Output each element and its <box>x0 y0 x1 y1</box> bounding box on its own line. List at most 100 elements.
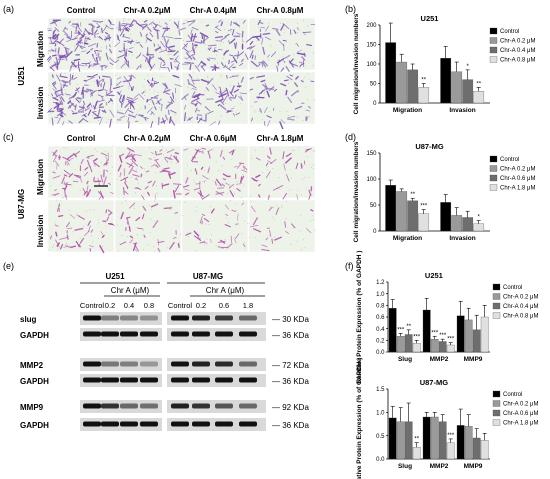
pore <box>54 222 56 224</box>
legend-label: Chr-A 0.8 μM <box>500 58 535 64</box>
treatment-label: Chr A (μM) <box>206 286 245 295</box>
cell-stain <box>66 161 69 167</box>
cell-stain <box>245 36 253 43</box>
pore <box>297 190 299 192</box>
significance-marker: *** <box>439 333 447 339</box>
bar <box>396 421 405 460</box>
cell-stain <box>219 100 225 105</box>
pore <box>255 149 257 151</box>
cell-stain <box>282 151 285 160</box>
cell-stain <box>133 19 137 23</box>
y-tick-label: 0.0 <box>376 457 385 463</box>
pore <box>155 203 157 205</box>
cell-stain <box>173 21 179 28</box>
cell-stain <box>134 248 138 252</box>
cell-stain <box>154 94 159 98</box>
pore <box>137 183 139 185</box>
cell-stain <box>249 76 254 80</box>
cell-stain <box>57 54 66 57</box>
cell-stain <box>164 114 168 121</box>
cell-stain <box>86 76 95 81</box>
cell-stain <box>119 29 125 37</box>
pore <box>305 86 307 88</box>
pore <box>155 151 157 153</box>
cell-stain <box>55 231 58 237</box>
blot-band <box>239 331 257 337</box>
cell-stain <box>132 242 137 252</box>
cell-stain <box>132 154 134 161</box>
cell-stain <box>136 227 144 230</box>
x-tick-label: Migration <box>393 235 422 242</box>
pore <box>131 235 133 237</box>
legend-label: Chr-A 0.2 μM <box>503 402 538 408</box>
cell-stain <box>126 40 131 42</box>
pore <box>120 67 122 69</box>
legend-swatch <box>489 155 498 163</box>
bar <box>385 42 397 104</box>
cell-stain <box>150 121 153 128</box>
pore <box>65 59 67 61</box>
cell-stain <box>96 36 102 39</box>
micrograph-image <box>245 17 316 74</box>
cell-stain <box>124 24 128 28</box>
pore <box>133 205 135 207</box>
cell-stain <box>66 160 70 166</box>
pore <box>201 21 203 23</box>
cell-stain <box>238 162 245 164</box>
cell-stain <box>67 100 72 105</box>
cell-stain <box>81 50 87 53</box>
cell-stain <box>197 117 203 124</box>
cell-stain <box>257 19 261 25</box>
bar <box>388 308 397 353</box>
cell-stain <box>128 50 133 53</box>
cell-stain <box>251 54 254 60</box>
micrograph-image <box>181 199 249 253</box>
pore <box>140 108 142 110</box>
cell-stain <box>234 239 237 244</box>
pore <box>236 210 238 212</box>
pore <box>66 244 68 246</box>
cell-stain <box>122 79 131 83</box>
cell-stain <box>139 44 143 48</box>
cell-stain <box>224 33 230 38</box>
cell-stain <box>78 27 82 32</box>
cell-stain <box>57 154 61 159</box>
pore <box>242 173 244 175</box>
pore <box>66 174 68 176</box>
cell-stain <box>249 50 254 59</box>
y-tick-label: 100 <box>366 62 377 68</box>
cell-stain <box>221 246 229 249</box>
cell-stain <box>165 39 170 46</box>
cell-stain <box>49 20 56 25</box>
pore <box>131 115 133 117</box>
cell-stain <box>260 79 266 83</box>
cell-stain <box>94 29 98 34</box>
pore <box>150 218 152 220</box>
pore <box>281 55 283 57</box>
pore <box>104 150 106 152</box>
legend-swatch <box>492 400 501 407</box>
pore <box>153 250 155 252</box>
cell-stain <box>280 83 287 87</box>
x-tick-label: Slug <box>398 356 412 363</box>
cell-stain <box>144 185 149 190</box>
cell-stain <box>153 28 160 32</box>
cell-stain <box>52 171 56 174</box>
cell-stain <box>265 171 271 179</box>
pore <box>190 88 192 90</box>
cell-stain <box>239 92 247 95</box>
cell-stain <box>222 95 228 103</box>
pore <box>48 249 50 251</box>
cell-stain <box>224 204 229 210</box>
cell-stain <box>63 169 71 175</box>
bar <box>438 421 447 460</box>
pore <box>149 232 151 234</box>
cell-stain <box>80 158 84 165</box>
pore <box>144 89 146 91</box>
cell-stain <box>229 190 234 198</box>
cell-stain <box>162 83 168 88</box>
cell-stain <box>68 120 73 124</box>
pore <box>56 115 58 117</box>
cell-stain <box>183 48 190 53</box>
cell-stain <box>91 53 95 56</box>
